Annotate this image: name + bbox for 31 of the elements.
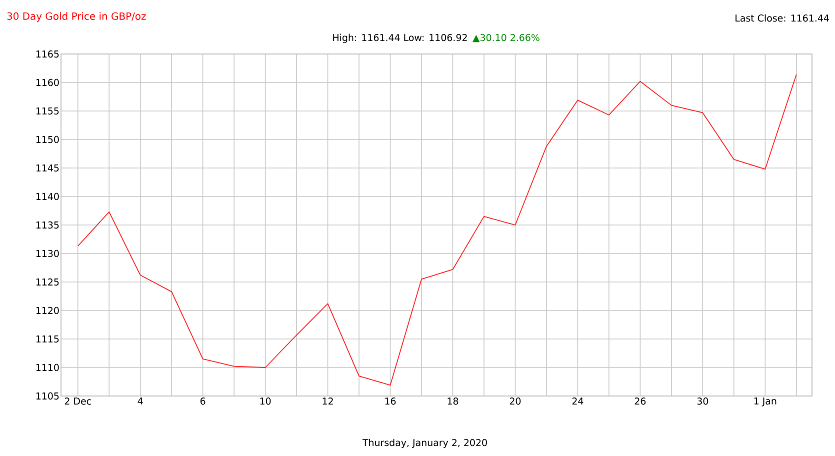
x-tick-label: 16 [385,398,396,405]
y-tick-label: 1125 [36,278,59,286]
y-tick-label: 1110 [36,364,59,372]
chart-title: 30 Day Gold Price in GBP/oz [7,12,146,22]
y-tick-label: 1165 [36,50,59,58]
text: ▲30.10 2.66% [472,34,540,42]
y-tick-label: 1105 [36,392,59,400]
y-tick-label: 1160 [36,78,59,86]
x-tick-label: 18 [448,398,458,405]
y-tick-label: 1115 [36,335,59,343]
x-tick-label: 1 Jan [754,398,776,406]
line-series [77,74,797,386]
x-tick-label: 4 [138,398,143,404]
chart-subtitle: High: 1161.44 Low: 1106.92 [333,34,467,43]
text: Last Close: 1161.44 [736,14,829,22]
y-tick-label: 1150 [36,136,59,144]
y-tick-label: 1145 [36,164,59,172]
y-tick-label: 1135 [36,221,59,229]
y-tick-label: 1140 [36,192,59,200]
y-tick-label: 1120 [36,306,59,314]
text: Thursday, January 2, 2020 [362,438,487,448]
y-tick-label: 1155 [36,107,59,115]
x-tick-label: 30 [697,398,708,405]
y-tick-label: 1130 [36,250,59,258]
x-tick-label: 2 Dec [64,398,91,405]
x-tick-label: 20 [510,398,521,405]
x-tick-label: 10 [260,398,271,405]
x-tick-label: 6 [200,398,206,405]
x-tick-label: 24 [572,398,584,405]
x-tick-label: 26 [634,398,646,405]
x-tick-label: 12 [322,398,333,405]
